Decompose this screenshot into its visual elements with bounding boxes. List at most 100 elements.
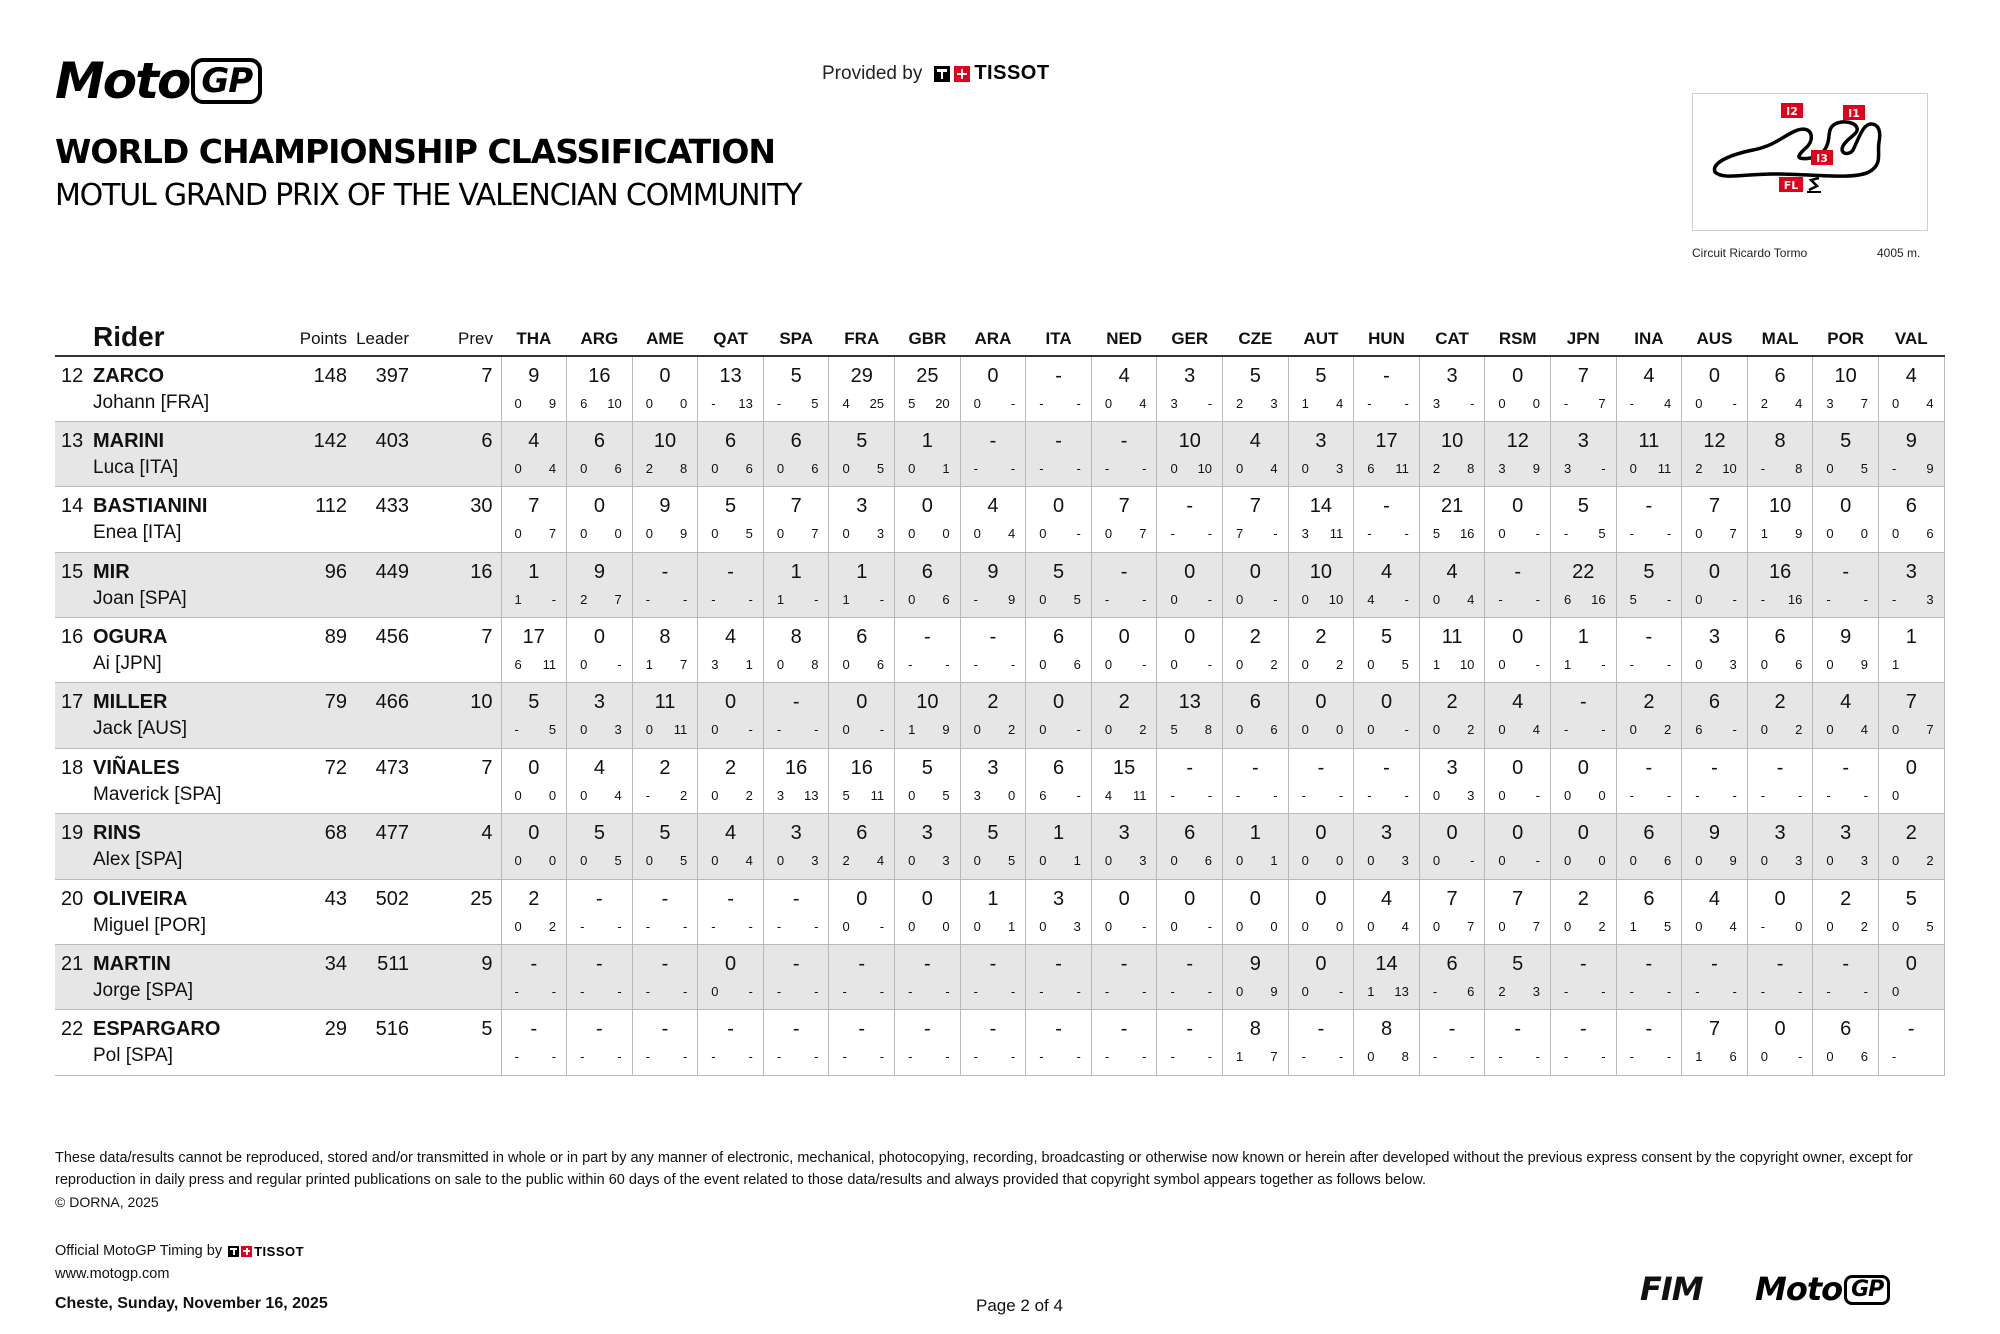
gp-result-cell: 10 1 9 xyxy=(894,682,961,749)
sprint-points: 0 xyxy=(1104,657,1113,673)
gp-points: - xyxy=(1383,756,1390,779)
sprint-points: 1 xyxy=(1891,657,1900,673)
race-points: 2 xyxy=(548,918,557,934)
website-link[interactable]: www.motogp.com xyxy=(55,1266,170,1282)
gp-result-cell: 25 5 20 xyxy=(894,356,961,422)
table-header-row: Rider Points Leader Prev THA ARG AME QAT SPA… xyxy=(55,318,1945,356)
race-points: - xyxy=(1076,984,1081,1000)
gp-result-cell: --- xyxy=(762,944,829,1010)
gp-points: 3 xyxy=(1840,822,1852,845)
race-points: - xyxy=(1404,722,1409,738)
race-points: - xyxy=(682,984,688,1000)
sprint-points: 1 xyxy=(842,591,850,607)
gp-points: 0 xyxy=(921,887,933,910)
gp-header-ita: ITA xyxy=(1045,329,1072,348)
sprint-points: 0 xyxy=(1236,722,1244,738)
sprint-points: 0 xyxy=(514,787,522,803)
classification-table: Rider Points Leader Prev THA ARG AME QAT SPA… xyxy=(55,318,1945,1076)
race-points: 6 xyxy=(811,460,819,476)
sprint-points: 1 xyxy=(908,722,916,738)
sprint-points: 0 xyxy=(1039,918,1047,934)
prev-gap-cell: 30 xyxy=(470,495,493,518)
race-points: - xyxy=(814,918,819,934)
sprint-points: - xyxy=(1891,591,1897,607)
gp-points: 16 xyxy=(850,756,873,779)
sprint-points: 0 xyxy=(1432,722,1441,738)
sprint-points: - xyxy=(908,984,913,1000)
sprint-points: 1 xyxy=(1236,1049,1244,1065)
sprint-points: - xyxy=(1170,787,1175,803)
race-points: 4 xyxy=(1729,918,1737,934)
gp-points: 6 xyxy=(856,822,868,845)
sprint-points: - xyxy=(514,1049,519,1065)
prev-gap-cell: 4 xyxy=(481,822,493,845)
race-points: 5 xyxy=(876,460,885,476)
gp-result-cell: --- xyxy=(697,1009,764,1076)
leader-gap-cell: 502 xyxy=(375,887,409,910)
gp-points: 11 xyxy=(654,691,676,714)
gp-points: 5 xyxy=(1315,365,1327,387)
leader-gap-cell: 516 xyxy=(375,1018,409,1041)
sprint-points: - xyxy=(1170,526,1175,542)
sprint-points: 0 xyxy=(580,460,588,476)
race-points: - xyxy=(1535,853,1540,869)
race-points: 4 xyxy=(1860,722,1868,738)
race-points: 3 xyxy=(1270,396,1278,411)
sprint-points: - xyxy=(645,787,651,803)
sprint-points: - xyxy=(1498,1049,1503,1065)
gp-points: 0 xyxy=(1708,365,1721,387)
sprint-points: 7 xyxy=(1236,526,1244,542)
sprint-points: 0 xyxy=(711,984,719,1000)
table-row: 20 OLIVEIRA Miguel [POR] 43 502 25 2 0 2- - - - - - - -… xyxy=(55,879,1945,945)
race-points: 0 xyxy=(1795,918,1803,934)
race-points: 1 xyxy=(745,657,753,673)
race-points: 8 xyxy=(1467,460,1475,476)
race-points: - xyxy=(1601,1049,1606,1065)
sprint-points: - xyxy=(1826,591,1831,607)
gp-points: - xyxy=(1579,1018,1587,1041)
gp-points: 5 xyxy=(593,822,605,845)
race-points: 11 xyxy=(1657,460,1672,476)
race-points: - xyxy=(1601,657,1606,673)
sprint-points: 0 xyxy=(842,460,850,476)
rider-first-name: Johann [FRA] xyxy=(93,392,210,413)
race-points: - xyxy=(682,918,688,934)
sprint-points: 0 xyxy=(1236,657,1244,673)
gp-header-fra: FRA xyxy=(844,329,880,348)
race-points: 10 xyxy=(1722,460,1737,476)
race-points: - xyxy=(682,1049,688,1065)
race-points: 0 xyxy=(548,853,557,869)
sprint-points: 0 xyxy=(1301,853,1309,869)
points-cell: 142 xyxy=(313,429,347,452)
tissot-t-icon xyxy=(228,1245,240,1257)
table-row: 14 BASTIANINI Enea [ITA] 112 433 30 7 0 7 0 0 0 9 0 9 5… xyxy=(55,486,1945,553)
gp-points: 5 xyxy=(1643,560,1655,583)
race-points: - xyxy=(1338,984,1344,1000)
sprint-points: 6 xyxy=(1564,591,1572,607)
rider-surname: OLIVEIRA xyxy=(93,887,188,910)
gp-points: - xyxy=(1186,495,1194,518)
race-points: - xyxy=(1732,591,1737,607)
gp-points: - xyxy=(1383,365,1390,387)
points-cell: 43 xyxy=(324,887,347,910)
gp-header-jpn: JPN xyxy=(1566,329,1600,348)
sprint-points: 0 xyxy=(1695,657,1703,673)
race-points: 6 xyxy=(1663,853,1672,869)
location-date: Cheste, Sunday, November 16, 2025 xyxy=(55,1295,328,1312)
prev-gap-cell: 7 xyxy=(481,365,493,387)
rider-first-name: Luca [ITA] xyxy=(93,456,179,478)
gp-result-cell: 16 6 10 xyxy=(566,356,633,422)
gp-points: 5 xyxy=(659,822,671,845)
race-points: 8 xyxy=(1204,722,1213,738)
